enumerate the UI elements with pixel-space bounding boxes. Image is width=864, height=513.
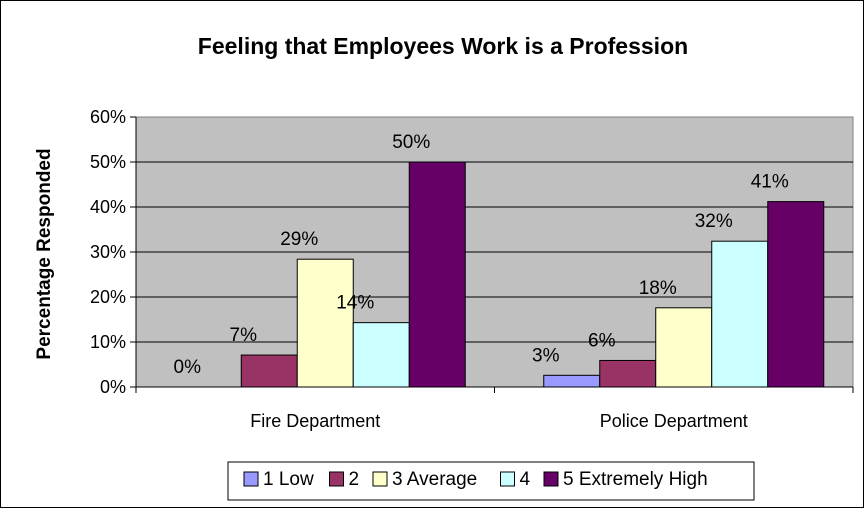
data-label: 50% (392, 132, 430, 153)
data-label: 41% (751, 172, 789, 193)
legend-entry: 5 Extremely High (563, 469, 708, 490)
data-label: 6% (588, 330, 616, 351)
x-tick-label: Fire Department (250, 411, 380, 431)
data-label: 18% (639, 278, 677, 299)
data-label: 32% (695, 211, 733, 232)
bar-fire-series-2 (240, 354, 298, 388)
data-label: 14% (336, 293, 374, 314)
legend-entry: 1 Low (263, 469, 314, 490)
data-label: 29% (280, 229, 318, 250)
y-tick-label: 50% (90, 152, 126, 172)
bar-fire-series-4 (352, 322, 410, 388)
data-label: 7% (230, 325, 258, 346)
legend-swatch (243, 471, 259, 487)
plot-area: 0% 10% 20% 30% 40% 50% 60% 0% 7% 29% 14% 50% Fire De… (90, 107, 854, 431)
bar-fire-series-5 (408, 161, 466, 388)
bar-police-series-2 (599, 359, 657, 388)
x-tick-label: Police Department (600, 411, 748, 431)
y-tick-label: 0% (100, 377, 126, 397)
legend-entry: 4 (520, 469, 531, 490)
legend-entry: 2 (349, 469, 360, 490)
legend-swatch (500, 471, 515, 487)
bar-police-series-3 (655, 307, 713, 388)
y-tick-label: 60% (90, 107, 126, 127)
legend-box (227, 461, 755, 501)
data-label: 3% (532, 345, 560, 366)
y-tick-label: 10% (90, 332, 126, 352)
bar-police-series-1 (543, 374, 601, 388)
legend-swatch (543, 471, 559, 487)
y-axis-label: Percentage Responded (34, 148, 55, 359)
legend-entry: 3 Average (392, 469, 477, 490)
legend-swatch (329, 471, 344, 487)
bar-police-series-4 (711, 240, 769, 388)
legend-swatch (372, 471, 388, 487)
data-label: 0% (174, 357, 202, 378)
y-tick-label: 20% (90, 287, 126, 307)
y-tick-label: 40% (90, 197, 126, 217)
chart-title: Feeling that Employees Work is a Profess… (198, 33, 688, 59)
y-tick-label: 30% (90, 242, 126, 262)
bar-fire-series-3 (296, 258, 354, 388)
bar-police-series-5 (767, 201, 825, 388)
legend: 1 Low 2 3 Average 4 5 Extremely High (227, 461, 755, 501)
